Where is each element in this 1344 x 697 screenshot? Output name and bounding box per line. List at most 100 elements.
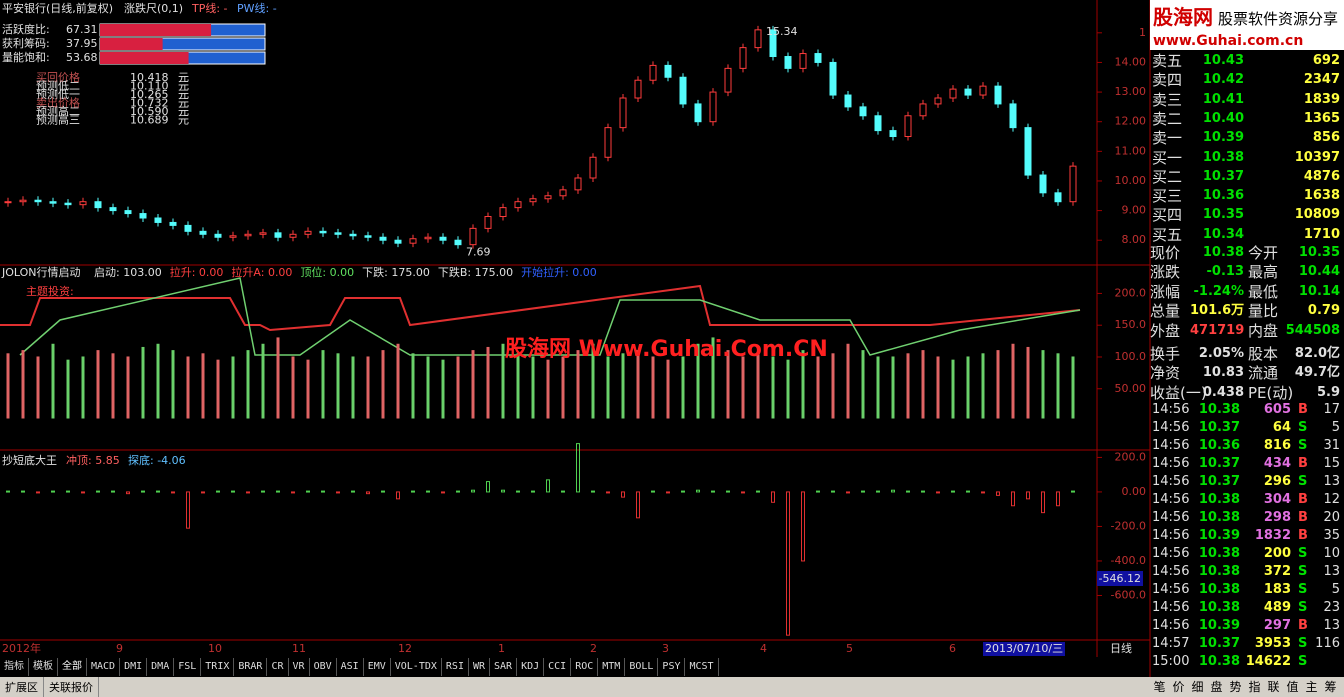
y-tick-label: 8.00: [1122, 233, 1147, 246]
indicator-tab[interactable]: VOL-TDX: [390, 658, 442, 676]
order-label: 买一: [1152, 148, 1183, 167]
y-tick-label: 150.0: [1115, 318, 1147, 331]
bar: [936, 491, 940, 494]
bar: [1026, 491, 1030, 500]
indicator-tab[interactable]: DMI: [120, 658, 148, 676]
indicator-tab[interactable]: PSY: [658, 658, 686, 676]
indicator-tab[interactable]: MACD: [87, 658, 121, 676]
tick-price: 10.37: [1198, 420, 1240, 435]
order-price: 10.43: [1202, 53, 1244, 68]
indicator-tab[interactable]: TRIX: [201, 658, 235, 676]
tick-price: 10.39: [1198, 528, 1240, 543]
indicator-tab[interactable]: RSI: [441, 658, 469, 676]
side-tab[interactable]: 势: [1229, 680, 1242, 694]
indicator-tab[interactable]: 模板: [29, 658, 58, 676]
tick-side: B: [1298, 528, 1308, 543]
candle: [49, 201, 57, 204]
tick-price: 10.38: [1198, 492, 1240, 507]
gauge-bar: [100, 24, 212, 36]
bar: [696, 489, 700, 493]
bar: [1056, 353, 1060, 419]
indicator-tab[interactable]: BOLL: [625, 658, 659, 676]
side-tab[interactable]: 值: [1286, 680, 1299, 694]
logo-slogan: 股票软件资源分享: [1218, 10, 1339, 28]
indicator-tab[interactable]: 指标: [0, 658, 29, 676]
tick-volume: 372: [1263, 564, 1291, 579]
tick-time: 14:56: [1152, 456, 1190, 471]
tick-price: 10.38: [1198, 654, 1240, 669]
tick-volume: 1832: [1254, 528, 1291, 543]
bar: [276, 337, 280, 419]
tick-count: 5: [1331, 582, 1340, 597]
candle: [64, 202, 72, 206]
indicator-tab[interactable]: CCI: [544, 658, 572, 676]
bar: [366, 356, 370, 419]
cursor-date: 2013/07/10/三: [985, 642, 1063, 655]
bar: [516, 353, 520, 419]
indicator-tab[interactable]: MTM: [598, 658, 626, 676]
bar: [831, 490, 835, 493]
forecast-value: 10.689: [130, 114, 169, 127]
order-label: 买四: [1152, 206, 1183, 225]
indicator-tab[interactable]: EMV: [363, 658, 391, 676]
indicator-tab[interactable]: SAR: [490, 658, 518, 676]
indicator-tab[interactable]: KDJ: [517, 658, 545, 676]
bar: [381, 350, 385, 419]
order-price: 10.40: [1202, 110, 1244, 126]
side-tab[interactable]: 筹: [1324, 680, 1337, 694]
tick-volume: 489: [1263, 600, 1291, 615]
indicator-tab[interactable]: BRAR: [234, 658, 268, 676]
order-volume: 692: [1312, 53, 1340, 68]
forecast-label: 预测低一: [36, 88, 80, 101]
indicator-tab[interactable]: WR: [468, 658, 491, 676]
bar: [591, 343, 595, 419]
indicator-tab[interactable]: ROC: [571, 658, 599, 676]
indicator-tab[interactable]: OBV: [309, 658, 337, 676]
bar: [276, 490, 280, 493]
indicator-tab[interactable]: ASI: [336, 658, 364, 676]
bottom-tab[interactable]: 扩展区: [0, 677, 44, 697]
bar: [1056, 491, 1060, 507]
bottom-tab[interactable]: 关联报价: [44, 677, 99, 697]
order-price: 10.41: [1202, 91, 1244, 107]
candle: [754, 29, 762, 49]
side-tab[interactable]: 盘: [1210, 680, 1223, 694]
bar: [921, 350, 925, 419]
bar: [216, 490, 220, 493]
indicator-tab[interactable]: CR: [267, 658, 289, 676]
side-tab[interactable]: 笔: [1153, 680, 1166, 694]
bar: [156, 343, 160, 419]
stat-value: 10.83: [1202, 365, 1244, 381]
indicator-param: 启动: 103.00: [94, 266, 162, 279]
indicator-tab[interactable]: 全部: [58, 658, 87, 676]
bar: [351, 356, 355, 419]
bar: [126, 356, 130, 419]
indicator-tab[interactable]: MCST: [685, 658, 719, 676]
side-tab[interactable]: 联: [1267, 680, 1280, 694]
y-tick-label: -600.0: [1111, 588, 1146, 601]
candle: [694, 103, 702, 123]
bar: [96, 490, 100, 493]
side-tab[interactable]: 价: [1172, 680, 1185, 694]
logo-bg: [1150, 0, 1344, 50]
bar: [201, 491, 205, 494]
candle: [154, 217, 162, 223]
bar: [351, 490, 355, 493]
candle: [289, 233, 297, 238]
bar: [66, 490, 70, 493]
forecast-unit: 元: [178, 105, 189, 118]
tick-count: 116: [1315, 636, 1340, 651]
side-tab[interactable]: 细: [1191, 680, 1204, 694]
tick-time: 14:56: [1152, 438, 1190, 453]
indicator-tab[interactable]: DMA: [147, 658, 175, 676]
indicator-tab[interactable]: FSL: [174, 658, 202, 676]
candle: [889, 130, 897, 138]
bar: [621, 491, 625, 498]
order-volume: 1365: [1303, 110, 1340, 126]
side-tab[interactable]: 主: [1305, 680, 1318, 694]
side-tab[interactable]: 指: [1248, 680, 1261, 694]
y-tick-label: 200.0: [1115, 286, 1147, 299]
bar: [531, 356, 535, 419]
indicator-title: 抄短底大王: [2, 453, 57, 467]
indicator-tab[interactable]: VR: [288, 658, 310, 676]
